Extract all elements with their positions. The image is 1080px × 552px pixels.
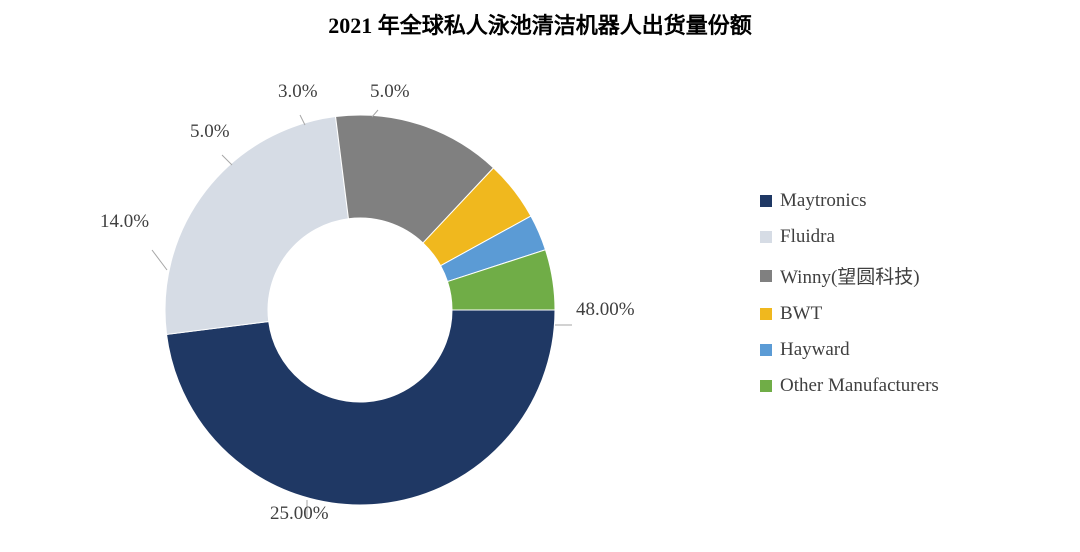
legend-label-2: Winny(望圆科技) (780, 262, 920, 289)
legend-swatch-4 (760, 344, 772, 356)
legend-swatch-1 (760, 231, 772, 243)
data-label-1: 25.00% (270, 503, 329, 525)
legend-item-0: Maytronics (760, 190, 939, 212)
data-label-2: 14.0% (100, 211, 149, 233)
legend-swatch-3 (760, 308, 772, 320)
legend-label-4: Hayward (780, 339, 850, 361)
legend-item-3: BWT (760, 303, 939, 325)
slice-0 (167, 310, 555, 505)
legend-item-5: Other Manufacturers (760, 375, 939, 397)
data-label-3: 5.0% (190, 121, 230, 143)
leader-line-3 (222, 155, 232, 165)
legend-swatch-5 (760, 380, 772, 392)
data-label-0: 48.00% (576, 299, 635, 321)
legend: Maytronics Fluidra Winny(望圆科技) BWT Hayward Ot… (760, 190, 939, 411)
legend-label-3: BWT (780, 303, 822, 325)
data-label-5: 5.0% (370, 81, 410, 103)
leader-line-2 (152, 250, 167, 270)
data-label-4: 3.0% (278, 81, 318, 103)
legend-item-4: Hayward (760, 339, 939, 361)
donut-chart: 2021 年全球私人泳池清洁机器人出货量份额 48.00%25.00%14.0%… (0, 0, 1080, 552)
legend-item-2: Winny(望圆科技) (760, 262, 939, 289)
slice-1 (165, 117, 348, 335)
legend-label-0: Maytronics (780, 190, 867, 212)
legend-label-5: Other Manufacturers (780, 375, 939, 397)
legend-label-1: Fluidra (780, 226, 835, 248)
legend-item-1: Fluidra (760, 226, 939, 248)
legend-swatch-2 (760, 270, 772, 282)
legend-swatch-0 (760, 195, 772, 207)
